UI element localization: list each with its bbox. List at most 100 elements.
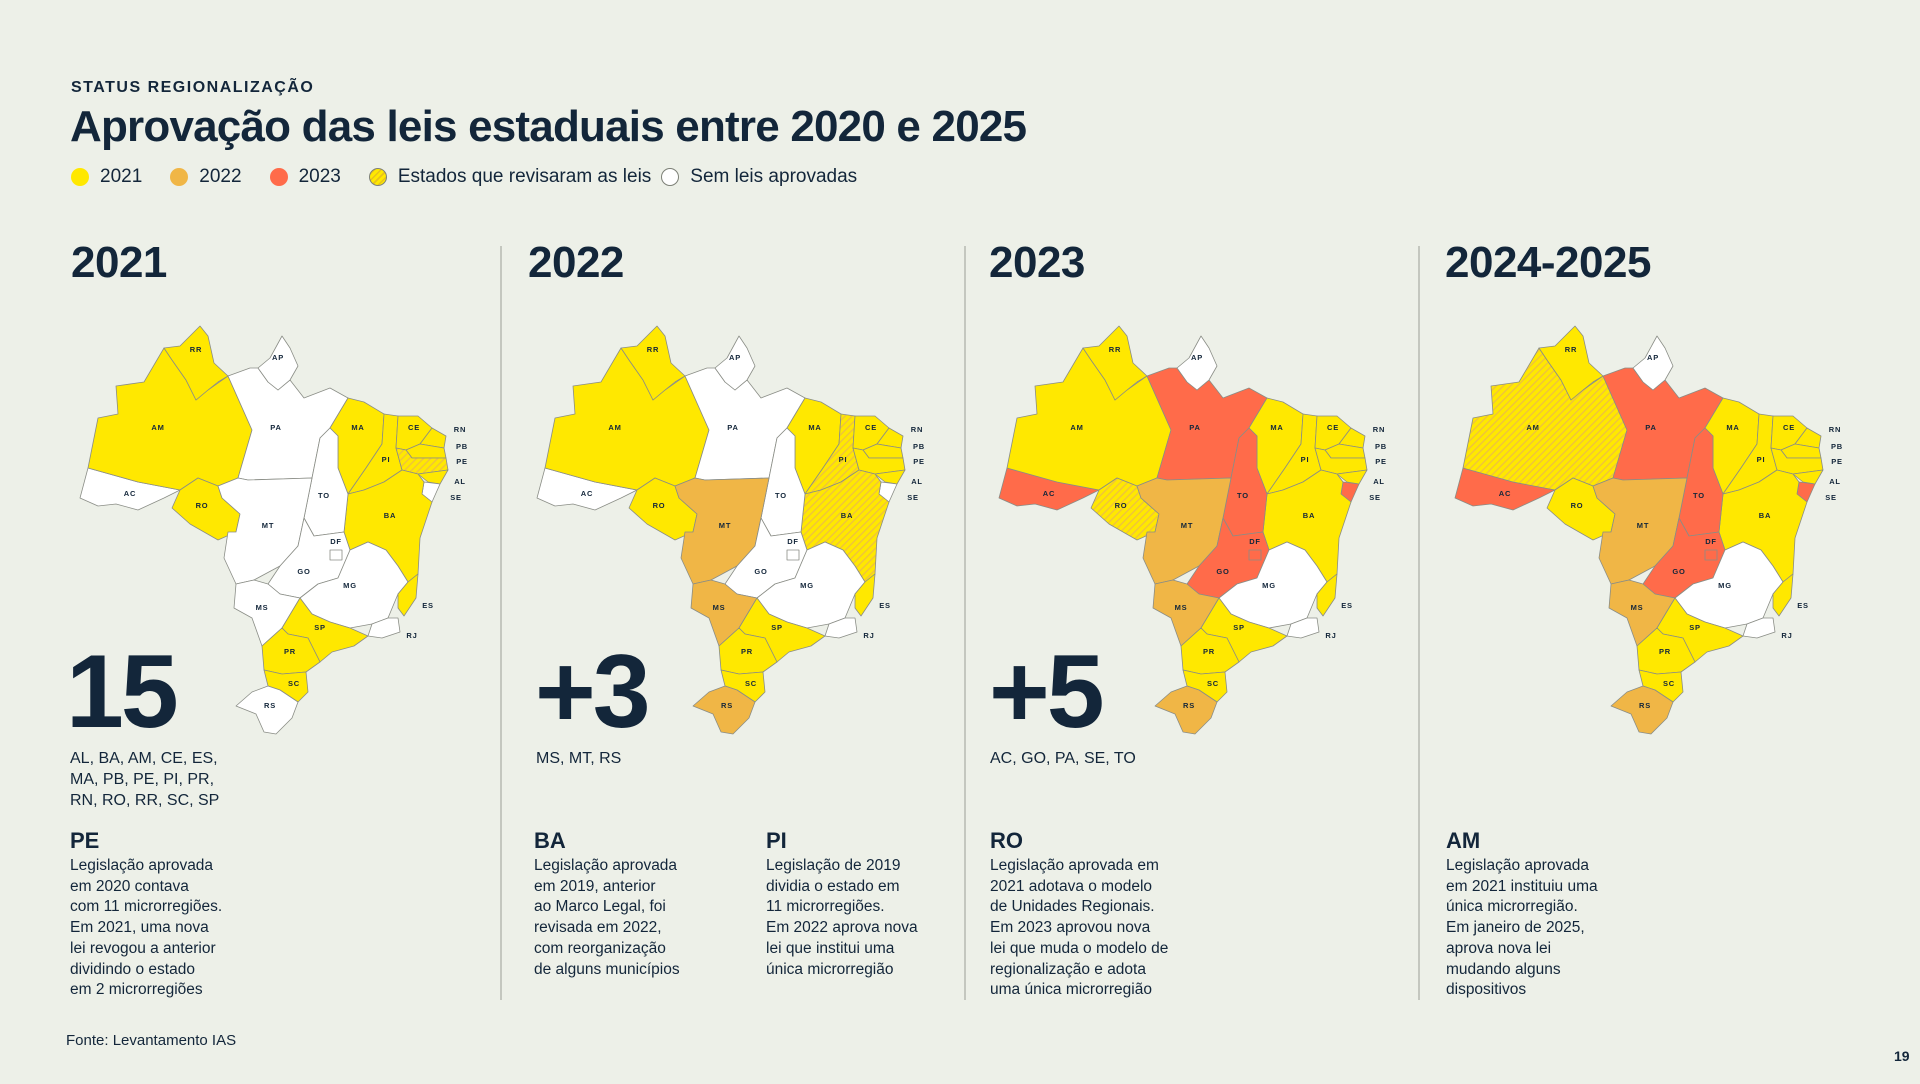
state-ap (1632, 335, 1674, 391)
panel-note: AM Legislação aprovada em 2021 instituiu… (1446, 828, 1646, 1001)
column-divider (500, 246, 502, 1000)
note-text: Legislação aprovada em 2021 instituiu um… (1446, 857, 1598, 999)
note-text: Legislação aprovada em 2020 contava com … (70, 857, 223, 999)
state-label-rn: RN (1829, 425, 1841, 434)
legend-swatch-none (661, 168, 680, 186)
state-label-ba: BA (1303, 511, 1315, 520)
state-label-am: AM (1070, 423, 1083, 432)
state-label-se: SE (450, 493, 462, 502)
state-label-to: TO (318, 491, 330, 500)
state-label-pi: PI (382, 455, 391, 464)
state-rr (1538, 325, 1604, 401)
state-label-sp: SP (1233, 623, 1245, 632)
state-label-ce: CE (1783, 423, 1795, 432)
state-label-ac: AC (581, 489, 593, 498)
state-label-rr: RR (647, 345, 659, 354)
panel-year: 2022 (528, 238, 624, 287)
state-label-pa: PA (1645, 423, 1656, 432)
state-label-mg: MG (343, 581, 357, 590)
legend-item-none: Sem leis aprovadas (661, 166, 857, 188)
state-label-rs: RS (1639, 701, 1651, 710)
panel-states-list: AL, BA, AM, CE, ES, MA, PB, PE, PI, PR, … (70, 750, 220, 809)
state-ap (1176, 335, 1218, 391)
state-label-to: TO (1237, 491, 1249, 500)
state-label-df: DF (787, 537, 799, 546)
state-label-rj: RJ (406, 631, 417, 640)
state-rs (235, 685, 299, 735)
legend-swatch-2023 (269, 168, 288, 186)
note-text: Legislação aprovada em 2019, anterior ao… (534, 857, 680, 978)
state-label-sp: SP (314, 623, 326, 632)
state-label-pi: PI (1757, 455, 1766, 464)
state-label-es: ES (879, 601, 891, 610)
state-label-am: AM (1526, 423, 1539, 432)
state-label-rj: RJ (863, 631, 874, 640)
state-label-sc: SC (288, 679, 300, 688)
state-ap (257, 335, 299, 391)
state-label-rn: RN (454, 425, 466, 434)
legend-swatch-2022 (170, 168, 189, 186)
state-label-sc: SC (745, 679, 757, 688)
state-label-ma: MA (1270, 423, 1283, 432)
state-label-mg: MG (800, 581, 814, 590)
state-label-al: AL (911, 477, 923, 486)
legend-item-revised: Estados que revisaram as leis (368, 166, 651, 188)
state-label-pb: PB (913, 442, 925, 451)
page-title: Aprovação das leis estaduais entre 2020 … (70, 102, 1027, 151)
state-label-rj: RJ (1325, 631, 1336, 640)
state-label-ma: MA (1726, 423, 1739, 432)
state-label-rs: RS (721, 701, 733, 710)
state-label-ro: RO (196, 501, 209, 510)
state-label-rs: RS (1183, 701, 1195, 710)
note-text: Legislação aprovada em 2021 adotava o mo… (990, 857, 1169, 999)
state-label-ro: RO (1571, 501, 1584, 510)
state-label-ac: AC (1499, 489, 1511, 498)
map-2023: AC AM RR PA AP MA PI CE RN PB PE AL SE BA TO RO MT GO MS MG… (998, 325, 1386, 735)
note-text: Legislação de 2019 dividia o estado em 1… (766, 857, 918, 978)
state-label-pi: PI (1301, 455, 1310, 464)
state-label-ms: MS (256, 603, 269, 612)
panel-count: +5 (989, 634, 1105, 750)
panel-states-list: AC, GO, PA, SE, TO (990, 750, 1136, 767)
state-label-ro: RO (653, 501, 666, 510)
state-label-rs: RS (264, 701, 276, 710)
state-label-al: AL (454, 477, 466, 486)
state-label-ma: MA (351, 423, 364, 432)
state-am (87, 347, 253, 491)
eyebrow-label: STATUS REGIONALIZAÇÃO (71, 79, 315, 96)
state-label-ap: AP (1191, 353, 1203, 362)
source-note: Fonte: Levantamento IAS (66, 1032, 237, 1049)
state-rs (692, 685, 756, 735)
state-label-am: AM (151, 423, 164, 432)
state-label-rn: RN (1373, 425, 1385, 434)
state-label-am: AM (608, 423, 621, 432)
legend-item-2022: 2022 (170, 166, 242, 188)
state-rr (1082, 325, 1148, 401)
state-label-mg: MG (1718, 581, 1732, 590)
state-label-ro: RO (1115, 501, 1128, 510)
state-label-pi: PI (839, 455, 848, 464)
state-df (329, 549, 343, 561)
legend-label: Sem leis aprovadas (690, 166, 858, 187)
state-label-pe: PE (1831, 457, 1843, 466)
state-label-pr: PR (1659, 647, 1671, 656)
state-label-pb: PB (456, 442, 468, 451)
state-am (544, 347, 710, 491)
state-label-ba: BA (384, 511, 396, 520)
state-label-df: DF (1249, 537, 1261, 546)
panel-note: RO Legislação aprovada em 2021 adotava o… (990, 828, 1190, 1001)
state-label-pe: PE (456, 457, 468, 466)
state-label-pe: PE (913, 457, 925, 466)
state-label-rr: RR (190, 345, 202, 354)
state-label-go: GO (297, 567, 310, 576)
state-label-rr: RR (1109, 345, 1121, 354)
state-label-al: AL (1829, 477, 1841, 486)
state-label-ac: AC (124, 489, 136, 498)
state-label-go: GO (1672, 567, 1685, 576)
state-label-es: ES (422, 601, 434, 610)
state-label-ap: AP (729, 353, 741, 362)
state-label-mg: MG (1262, 581, 1276, 590)
column-divider (964, 246, 966, 1000)
note-state: AM (1446, 828, 1481, 853)
state-label-ac: AC (1043, 489, 1055, 498)
